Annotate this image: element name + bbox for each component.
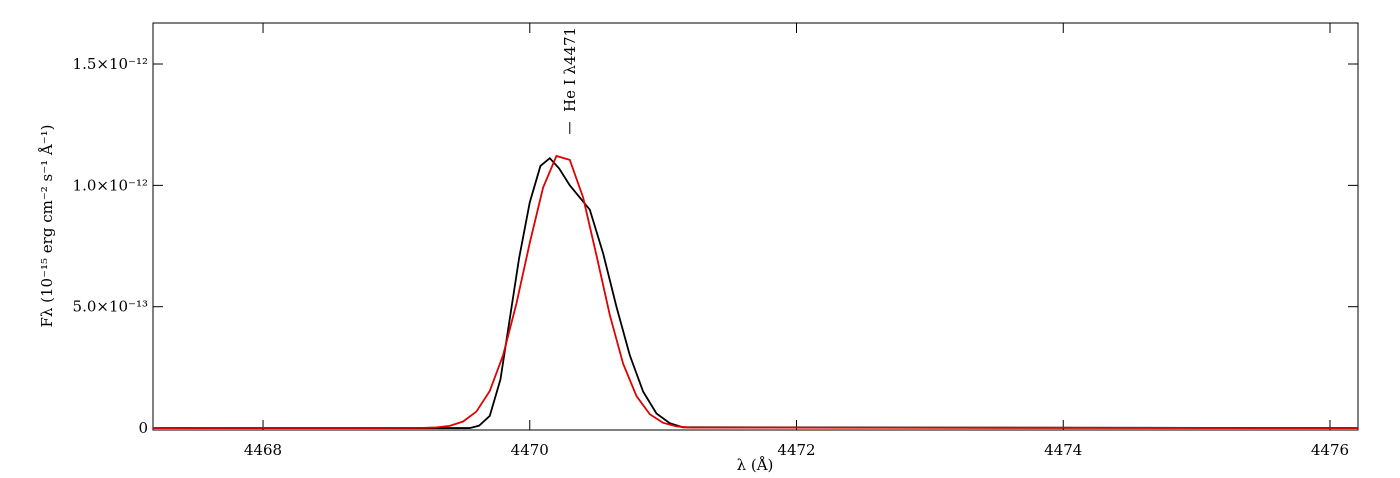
data-line [152,154,1359,429]
plot-frame [152,22,1359,431]
annotation: He I λ4471 [561,27,579,112]
y-tick-label: 1.5×10⁻¹² [73,55,148,73]
x-axis-label: λ (Å) [737,456,774,474]
y-tick-label: 0 [138,419,148,437]
x-tick-label: 4472 [777,441,815,459]
y-axis-label: Fλ (10⁻¹⁵ erg cm⁻² s⁻¹ Å⁻¹) [38,124,56,327]
x-tick-label: 4468 [244,441,282,459]
data-line [153,156,1359,429]
y-tick-label: 1.0×10⁻¹² [73,176,148,194]
x-tick-label: 4474 [1044,441,1082,459]
y-tick-label: 5.0×10⁻¹³ [73,298,148,316]
x-tick-label: 4470 [511,441,549,459]
x-tick-label: 4476 [1311,441,1349,459]
